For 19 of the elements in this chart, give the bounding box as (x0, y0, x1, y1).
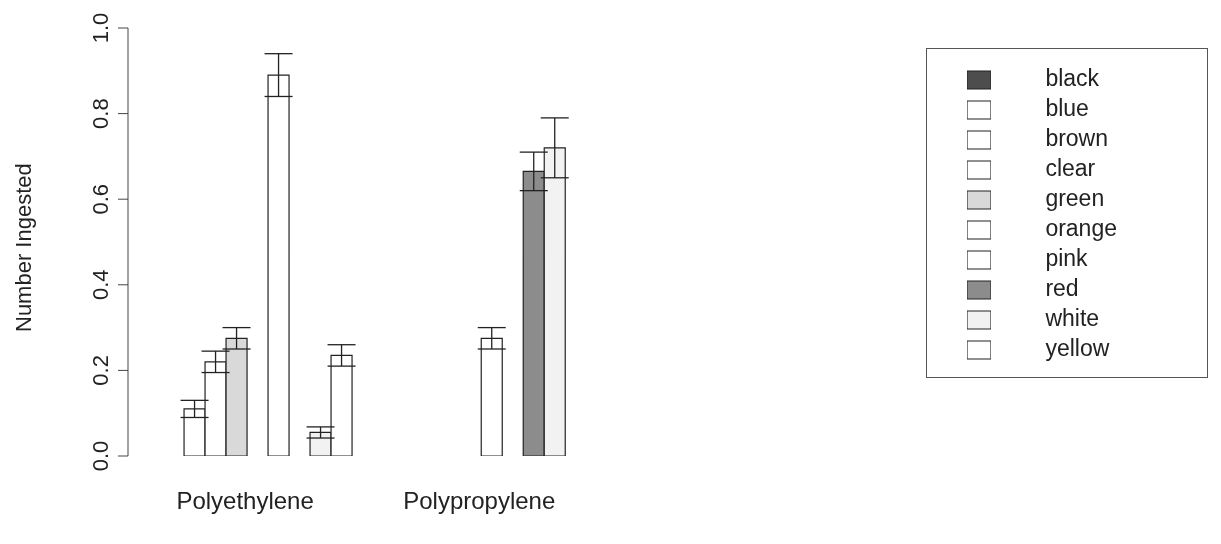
y-tick-label: 0.8 (88, 98, 113, 129)
x-tick-label: Polypropylene (403, 487, 556, 515)
legend-label: red (1045, 275, 1079, 301)
y-tick-label: 0.0 (88, 440, 113, 472)
y-axis-title: Number Ingested (10, 163, 36, 332)
y-tick-label: 0.4 (88, 269, 113, 301)
legend-label: white (1045, 305, 1100, 331)
legend-label: clear (1045, 155, 1096, 181)
y-tick-label: 1.0 (88, 12, 113, 44)
legend-label: pink (1045, 245, 1088, 271)
legend-label: blue (1045, 95, 1089, 121)
legend-label: yellow (1045, 335, 1110, 361)
legend-label: orange (1045, 215, 1117, 241)
y-tick-label: 0.6 (88, 183, 113, 215)
legend-label: green (1045, 185, 1105, 211)
x-tick-label: Polyethylene (176, 487, 314, 515)
legend-label: brown (1045, 125, 1109, 151)
legend-label: black (1045, 65, 1100, 91)
y-tick-label: 0.2 (88, 355, 113, 386)
